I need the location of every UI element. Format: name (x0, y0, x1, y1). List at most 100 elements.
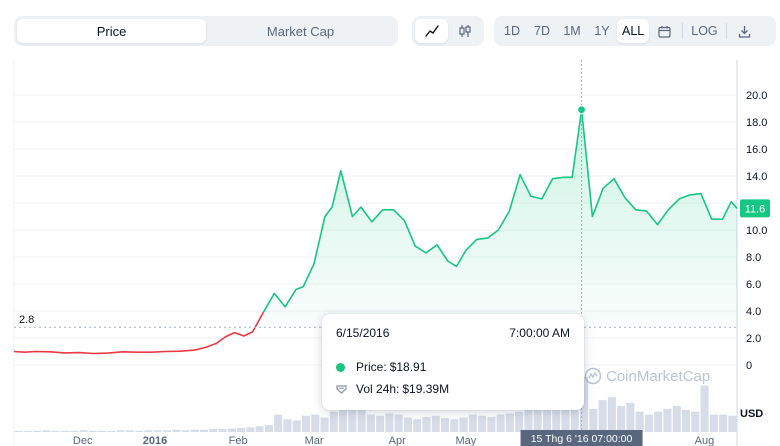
volume-bar (394, 414, 403, 432)
volume-bar (542, 405, 552, 432)
x-tick-label: May (455, 435, 476, 446)
volume-bar (496, 414, 505, 432)
volume-bar (552, 404, 561, 432)
y-tick-label: 6.0 (746, 279, 761, 291)
volume-bar (487, 416, 496, 432)
volume-bar (468, 414, 477, 432)
volume-bar (635, 411, 644, 432)
volume-bar (125, 430, 134, 432)
crosshair-date-badge (520, 430, 643, 446)
range-1m-button[interactable]: 1M (563, 24, 581, 38)
volume-bar (181, 430, 190, 432)
tooltip-price-label: Price: (356, 360, 387, 374)
volume-bar (227, 428, 236, 432)
candlestick-icon (458, 25, 471, 37)
crosshair-date-label: 15 Thg 6 '16 07:00:00 (531, 433, 633, 445)
tooltip-time: 7:00:00 AM (509, 326, 570, 340)
coinmarketcap-watermark: CoinMarketCap (584, 367, 710, 385)
chart-overlay: 15 Thg 6 '16 07:00:00 11.6 (520, 60, 770, 446)
price-area-fill (263, 109, 737, 328)
volume-bar (598, 400, 607, 432)
volume-bar (23, 430, 32, 432)
volume-bar (116, 430, 125, 432)
tooltip-volume-label: Vol 24h: (356, 382, 400, 396)
line-chart-icon (424, 25, 439, 37)
volume-bar (366, 414, 375, 432)
volume-bar (617, 405, 626, 432)
y-tick-label: 4.0 (746, 306, 761, 318)
volume-bar (626, 403, 635, 432)
volume-bars (14, 376, 737, 432)
volume-bar (79, 430, 88, 432)
range-1y-button[interactable]: 1Y (594, 24, 610, 38)
price-area (263, 109, 737, 328)
range-1d-button[interactable]: 1D (504, 24, 520, 38)
volume-bar (237, 427, 246, 432)
y-axis-unit-label: USD (740, 408, 763, 420)
download-button[interactable] (730, 19, 760, 43)
toolbar-divider (725, 23, 727, 39)
volume-bar (301, 415, 311, 432)
tooltip-header: 6/15/2016 7:00:00 AM (336, 326, 570, 340)
x-tick-label: Aug (695, 435, 715, 446)
volume-bar (51, 430, 60, 432)
candlestick-button[interactable] (448, 19, 481, 43)
volume-bar (403, 417, 412, 432)
volume-bar (98, 430, 107, 432)
time-range-selector: 1D 7D 1M 1Y ALL LOG (494, 16, 776, 46)
volume-bar (589, 408, 598, 432)
y-tick-label: 18.0 (746, 117, 767, 129)
download-icon (739, 25, 751, 38)
volume-bar (199, 429, 209, 432)
range-all-button[interactable]: ALL (617, 19, 650, 43)
volume-bar (283, 419, 292, 432)
volume-bar (348, 409, 357, 432)
volume-bar (209, 429, 218, 432)
price-line-above (262, 108, 738, 313)
volume-bar (413, 419, 422, 432)
price-dot-icon (336, 362, 345, 372)
volume-bar (14, 430, 23, 432)
volume-bar (440, 418, 450, 432)
volume-bar (88, 430, 97, 432)
volume-bar (264, 425, 273, 432)
tab-market-cap[interactable]: Market Cap (266, 23, 335, 39)
volume-bar (33, 430, 42, 432)
coinmarketcap-logo-icon (584, 367, 602, 385)
x-tick-label: Apr (389, 435, 406, 446)
volume-bar (524, 408, 533, 432)
volume-bar (459, 417, 468, 432)
line-chart-button[interactable] (415, 19, 448, 43)
tooltip-volume-row: Vol 24h: $19.39M (336, 378, 570, 400)
volume-bar (654, 411, 663, 432)
current-price-badge (740, 199, 770, 218)
price-line-below (13, 311, 265, 355)
x-tick-label: Mar (305, 435, 324, 446)
volume-bar (691, 411, 700, 432)
date-range-button[interactable] (649, 19, 679, 43)
volume-bar (533, 407, 542, 432)
log-scale-button[interactable]: LOG (691, 24, 718, 38)
volume-bar (431, 415, 440, 432)
current-price-label: 11.6 (745, 203, 766, 215)
x-tick-label: 2016 (143, 435, 167, 446)
volume-bar (709, 414, 718, 432)
y-tick-label: 16.0 (746, 144, 767, 156)
range-7d-button[interactable]: 7D (534, 24, 550, 38)
volume-bar (663, 408, 672, 432)
volume-bar (153, 430, 162, 432)
volume-bar (311, 414, 320, 432)
volume-bar (644, 414, 653, 432)
tab-price[interactable]: Price (17, 19, 206, 43)
price-chart[interactable]: 02.04.06.08.010.012.014.016.018.020.02.8… (0, 60, 780, 446)
volume-bar (570, 400, 579, 432)
volume-bar (700, 385, 709, 432)
volume-icon (336, 384, 347, 394)
reference-label: 2.8 (19, 314, 34, 326)
volume-bar (672, 405, 681, 432)
volume-bar (135, 430, 144, 432)
volume-bar (320, 417, 329, 432)
volume-bar (292, 420, 301, 432)
y-tick-label: 10.0 (746, 225, 767, 237)
volume-bar (172, 429, 181, 432)
